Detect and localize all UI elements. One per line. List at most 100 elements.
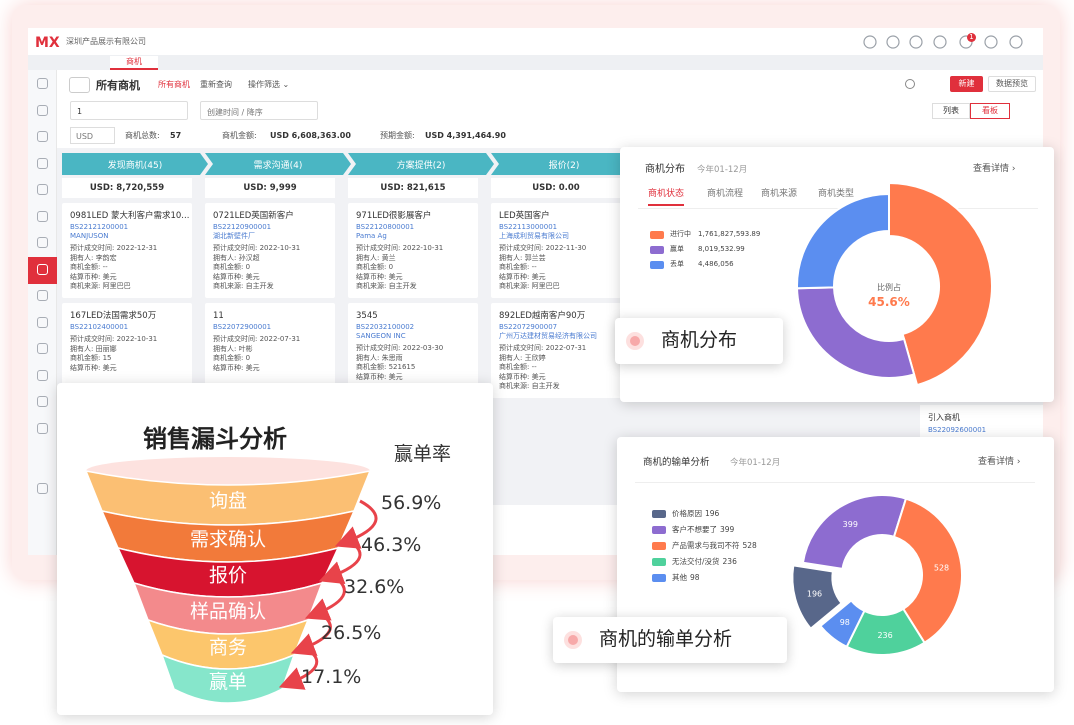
tab[interactable]: 商机: [110, 56, 158, 70]
card-line: 结算币种: 美元: [213, 272, 260, 281]
header-icon: [886, 35, 900, 49]
card-line: 拥有人: 叶彬: [213, 344, 253, 353]
toolbar-link[interactable]: 重新查询: [200, 80, 232, 89]
rate-value: 17.1%: [301, 666, 361, 688]
legend-name: 产品需求与我司不符: [672, 541, 740, 550]
legend-swatch: [652, 526, 666, 534]
legend-swatch: [652, 574, 666, 582]
sidebar-icon[interactable]: [37, 316, 48, 328]
sort-select[interactable]: 创建时间 / 降序: [200, 101, 318, 120]
sidebar-icon[interactable]: [37, 422, 48, 434]
currency-select[interactable]: USD: [70, 127, 115, 144]
callout-badge: 商机的输单分析: [553, 617, 787, 663]
view-icon[interactable]: [69, 77, 90, 93]
badge-text: 商机分布: [661, 329, 738, 351]
card-line: 结算币种: 美元: [499, 272, 546, 281]
stage-chevron: [348, 153, 494, 175]
panel-more[interactable]: 查看详情 ›: [973, 164, 1016, 174]
panel-tab[interactable]: 商机状态: [648, 190, 685, 206]
card-line: 预计成交时间: 2022-11-30: [499, 244, 587, 252]
legend-name: 赢单: [670, 245, 684, 253]
segment-label: 528: [934, 563, 949, 572]
panel-tab[interactable]: 商机来源: [761, 189, 798, 199]
badge-text: 商机的输单分析: [599, 628, 733, 650]
sidebar-icon[interactable]: [37, 483, 48, 494]
tab-bar: [28, 55, 1043, 70]
card-line: 结算币种: 美元: [356, 272, 403, 281]
card-title: LED英国客户: [499, 211, 550, 221]
sidebar-icon[interactable]: [37, 210, 48, 222]
panel-period: 今年01-12月: [730, 458, 781, 468]
sidebar-icon[interactable]: [37, 396, 48, 407]
funnel-top: [86, 457, 370, 485]
card-line: 商机金额: --: [70, 263, 108, 271]
logo: MX: [35, 35, 60, 51]
opportunity-card[interactable]: LED英国客户 BS22113000001 上海成利贸易有限公司 预计成交时间: 20…: [491, 203, 621, 298]
donut-segment: [796, 192, 890, 290]
card-line: 结算币种: 美元: [499, 372, 546, 381]
stage-total: USD: 8,720,559: [62, 178, 192, 198]
card-code: BS22032100002: [356, 323, 415, 331]
funnel-label: 商务: [209, 637, 247, 659]
stage-name: 发现商机(45): [108, 159, 162, 171]
opportunity-card[interactable]: 892LED越南客户90万 BS22072900007 广州万达建材贸易经济有限公司…: [491, 303, 621, 398]
panel-more[interactable]: 查看详情 ›: [978, 457, 1021, 467]
sidebar-icon[interactable]: [37, 343, 48, 354]
sidebar-icon[interactable]: [37, 290, 48, 301]
legend-amount: 1,761,827,593.89: [698, 230, 761, 238]
card-code: BS22072900001: [213, 323, 272, 331]
card-line: 预计成交时间: 2022-10-31: [356, 244, 444, 252]
opportunity-card[interactable]: 3545 BS22032100002 SANGEON INC 预计成交时间: 2022…: [348, 303, 478, 398]
rate-arrow: [278, 643, 319, 690]
sidebar-icon[interactable]: [37, 157, 48, 169]
stage-total: USD: 821,615: [348, 178, 478, 198]
toolbar-link[interactable]: 操作筛选 ⌄: [248, 80, 290, 89]
search-input[interactable]: 1: [70, 101, 188, 120]
sidebar-icon[interactable]: [37, 237, 48, 248]
sidebar-icon[interactable]: [37, 184, 48, 195]
sidebar-icon[interactable]: [37, 78, 48, 89]
search-icon[interactable]: [905, 79, 915, 89]
card-line: 预计成交时间: 2022-07-31: [499, 344, 587, 352]
opportunity-card[interactable]: 971LED很影展客户 BS22120800001 Pama Ag 预计成交时间: 2…: [348, 203, 478, 298]
opportunity-card[interactable]: 11 BS22072900001 预计成交时间: 2022-07-31 拥有人: 叶彬…: [205, 303, 335, 398]
preview-button[interactable]: 数据预览: [988, 76, 1036, 92]
notification-badge: 1: [967, 33, 976, 42]
card-title: 892LED越南客户90万: [499, 311, 586, 321]
panel-tab[interactable]: 商机流程: [707, 189, 744, 199]
sidebar-icon[interactable]: [37, 369, 48, 381]
card-line: 商机来源: 自主开发: [499, 382, 560, 390]
card-line: 预计成交时间: 2022-10-31: [70, 335, 158, 343]
callout-badge: 商机分布: [615, 318, 783, 364]
opportunity-card[interactable]: 0981LED 蒙大利客户需求10... BS22121200001 MANJUSO…: [62, 203, 192, 298]
card-line: 商机金额: --: [499, 363, 537, 371]
company: 深圳产品展示有限公司: [66, 37, 146, 46]
list-toggle[interactable]: 列表: [932, 103, 970, 119]
card-line: 拥有人: 田丽娜: [70, 344, 117, 353]
sidebar-icon[interactable]: [37, 104, 48, 116]
donut-segment: [892, 497, 963, 645]
opportunity-card[interactable]: 0721LED英国新客户 BS22120900001 湖北新壁件厂 预计成交时间: 2…: [205, 203, 335, 298]
card-line: 拥有人: 孙汉超: [213, 253, 260, 262]
opportunity-card[interactable]: 167LED法国需求50万 BS22102400001 预计成交时间: 2022-1…: [62, 303, 192, 398]
new-button[interactable]: 新建: [950, 76, 983, 92]
segment-label: 236: [877, 631, 892, 640]
rate-arrow: [318, 536, 362, 585]
rate-arrow: [334, 499, 378, 549]
sidebar-icon[interactable]: [37, 131, 48, 142]
panel-tab[interactable]: 商机类型: [818, 189, 855, 199]
board-toggle[interactable]: 看板: [970, 103, 1010, 119]
card-company: MANJUSON: [70, 232, 109, 240]
toolbar-link[interactable]: 所有商机: [158, 80, 190, 89]
segment-label: 98: [840, 618, 850, 627]
card-company: 上海成利贸易有限公司: [499, 232, 569, 240]
card-line: 商机来源: 阿里巴巴: [70, 282, 131, 290]
donut-center-label: 比例占: [877, 282, 901, 292]
legend-swatch: [650, 231, 664, 239]
header-icon: [933, 35, 947, 49]
summary-count: 57: [170, 131, 182, 140]
sidebar-icon[interactable]: [37, 263, 48, 275]
sidebar: [28, 70, 57, 555]
card-line: 商机金额: 0: [213, 263, 251, 271]
card-title: 0721LED英国新客户: [213, 211, 294, 221]
